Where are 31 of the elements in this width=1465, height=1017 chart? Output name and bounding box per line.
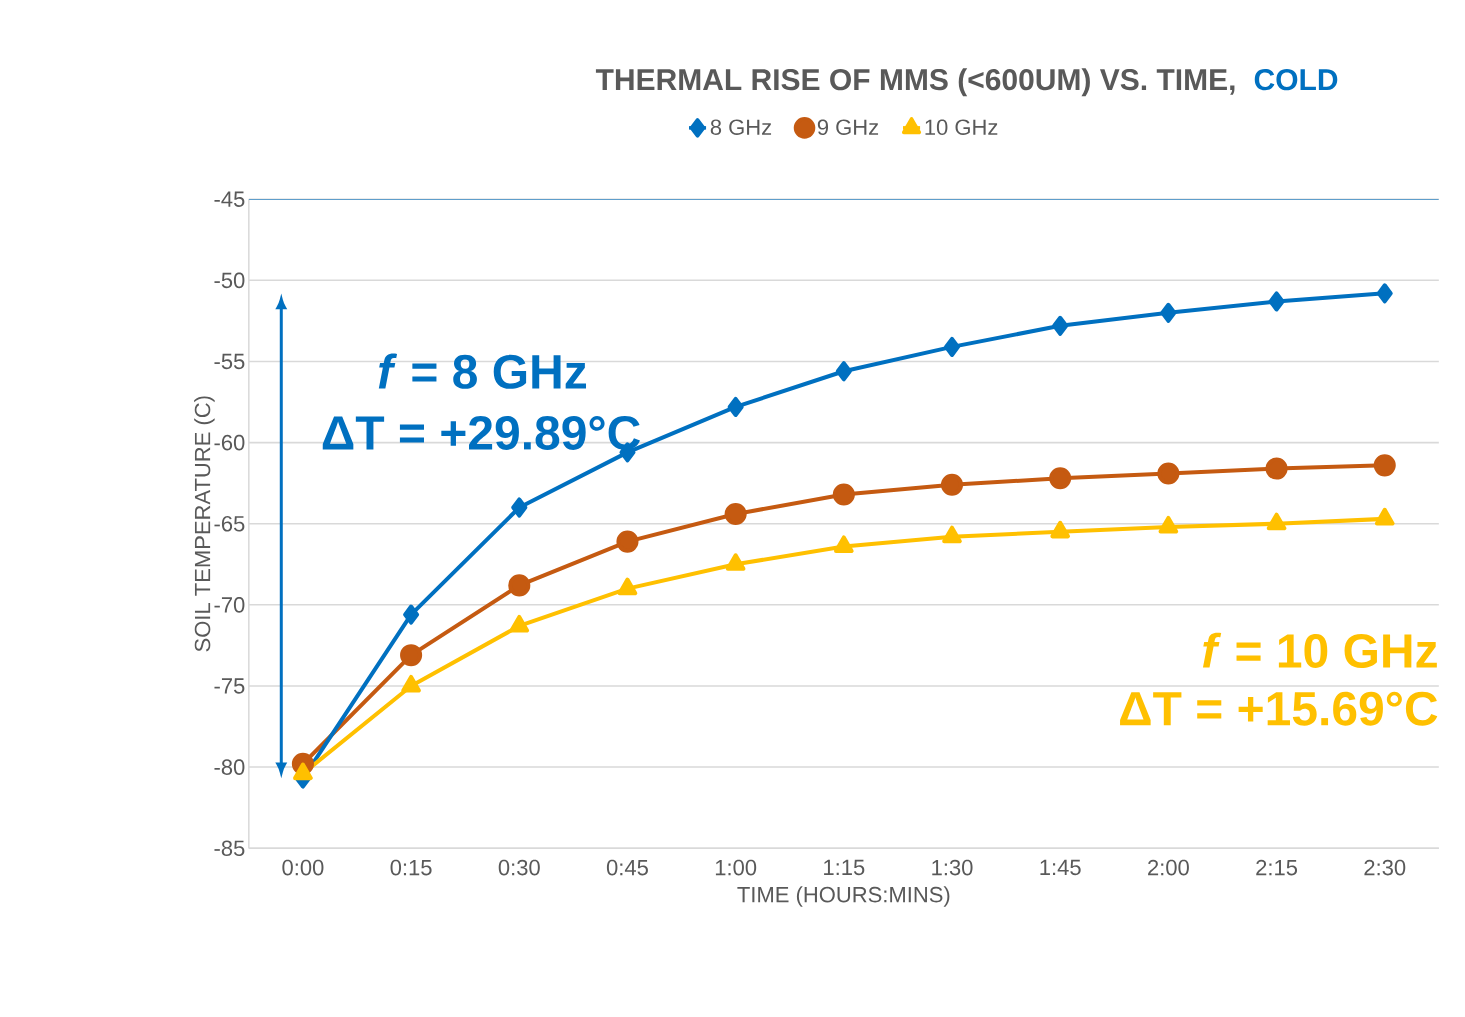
annotation: ΔT = +15.69°C bbox=[1120, 691, 1438, 726]
x-tick-label: 0:15 bbox=[390, 859, 432, 876]
y-tick-label: -55 bbox=[214, 353, 245, 370]
y-tick-label: -75 bbox=[214, 678, 245, 694]
y-tick-label: -70 bbox=[214, 597, 245, 613]
x-tick-label: 1:45 bbox=[1040, 859, 1081, 876]
x-tick-label: 0:45 bbox=[606, 859, 648, 876]
legend-label: 10 GHz bbox=[925, 119, 998, 136]
x-tick-label: 1:15 bbox=[824, 859, 865, 876]
chart-title: THERMAL RISE OF MMS (<600UM) VS. TIME, bbox=[595, 68, 1235, 97]
y-tick-label: -45 bbox=[214, 191, 245, 207]
annotation: f = 10 GHz bbox=[1202, 632, 1437, 668]
x-tick-label: 1:00 bbox=[715, 859, 757, 876]
y-axis-title: SOIL TEMPERATURE (C) bbox=[194, 396, 215, 652]
x-tick-label: 1:30 bbox=[932, 859, 973, 876]
x-axis-title: TIME (HOURS:MINS) bbox=[737, 886, 950, 907]
chart-subtitle: COLD bbox=[1254, 69, 1338, 91]
x-tick-label: 0:30 bbox=[498, 859, 540, 876]
x-tick-label: 2:00 bbox=[1148, 859, 1189, 876]
legend-label: 8 GHz bbox=[710, 119, 772, 136]
x-tick-label: 2:15 bbox=[1256, 859, 1298, 876]
y-tick-label: -60 bbox=[214, 434, 245, 451]
annotation: f = 8 GHz bbox=[378, 353, 587, 389]
y-tick-label: -50 bbox=[214, 272, 245, 289]
y-tick-label: -85 bbox=[214, 840, 245, 857]
x-tick-label: 0:00 bbox=[282, 859, 324, 876]
x-tick-label: 2:30 bbox=[1364, 859, 1406, 876]
annotation: ΔT = +29.89°C bbox=[322, 415, 640, 450]
y-tick-label: -65 bbox=[214, 515, 245, 532]
legend-label: 9 GHz bbox=[817, 119, 879, 136]
y-tick-label: -80 bbox=[214, 759, 245, 775]
